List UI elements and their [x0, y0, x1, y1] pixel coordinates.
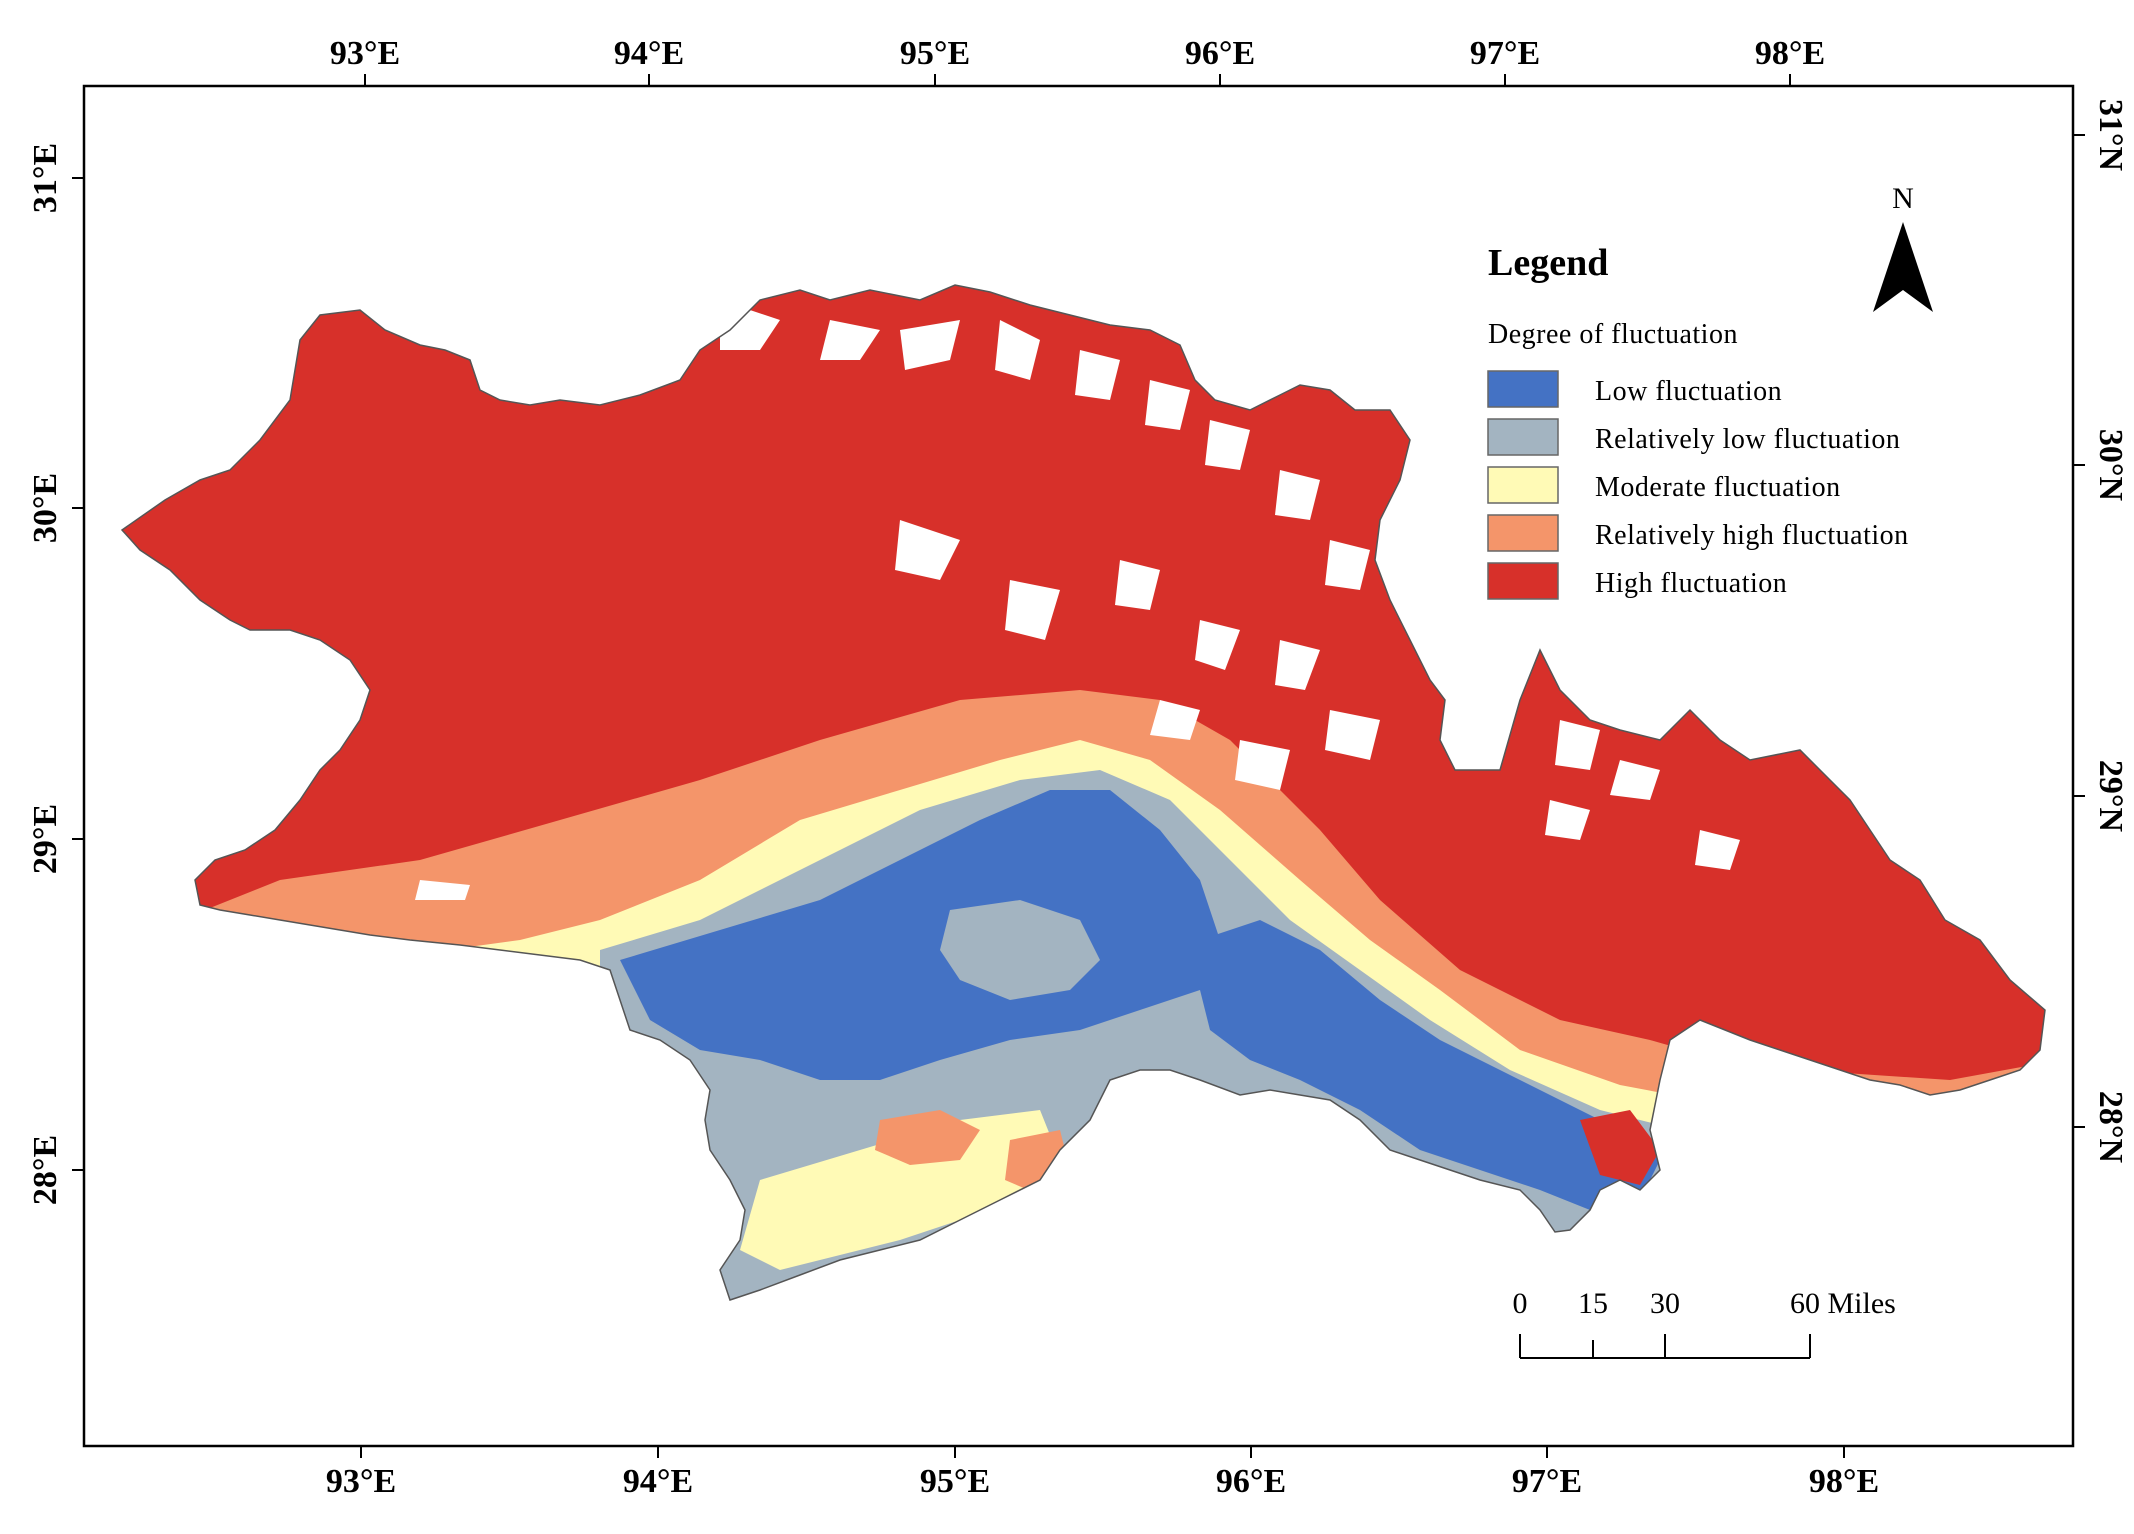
high-fluctuation-zone — [1580, 1110, 1660, 1185]
left-axis: 31°E 30°E 29°E 28°E — [27, 143, 84, 1205]
legend-label-moderate: Moderate fluctuation — [1595, 472, 1841, 503]
right-tick-label: 29°N — [2092, 760, 2129, 833]
legend-label-high: High fluctuation — [1595, 568, 1787, 599]
moderate-fluctuation-zone — [740, 1110, 1060, 1270]
top-tick-label: 97°E — [1470, 35, 1540, 72]
left-tick-label: 28°E — [27, 1135, 64, 1205]
legend-swatch-relatively-high — [1487, 514, 1559, 552]
legend-swatch-moderate — [1487, 466, 1559, 504]
relatively-low-fluctuation-zone — [700, 1080, 900, 1250]
right-axis: 31°N 30°N 29°N 28°N — [2073, 99, 2129, 1164]
bottom-tick-label: 98°E — [1809, 1463, 1879, 1500]
right-tick-label: 30°N — [2092, 429, 2129, 502]
legend-title: Legend — [1488, 242, 1608, 284]
left-tick-label: 31°E — [27, 143, 64, 213]
right-tick-label: 28°N — [2092, 1091, 2129, 1164]
scale-label: 15 — [1578, 1287, 1608, 1320]
bottom-tick-label: 93°E — [326, 1463, 396, 1500]
right-tick-label: 31°N — [2092, 99, 2129, 172]
scale-label: 60 Miles — [1790, 1287, 1896, 1320]
bottom-tick-label: 94°E — [623, 1463, 693, 1500]
north-arrow-icon — [1873, 222, 1933, 312]
fluctuation-region — [122, 285, 2045, 1300]
legend-swatch-low — [1487, 370, 1559, 408]
legend-label-relatively-low: Relatively low fluctuation — [1595, 424, 1900, 455]
north-arrow-label: N — [1892, 182, 1914, 215]
bottom-tick-label: 97°E — [1512, 1463, 1582, 1500]
bottom-tick-label: 95°E — [920, 1463, 990, 1500]
top-tick-label: 95°E — [900, 35, 970, 72]
bottom-tick-label: 96°E — [1216, 1463, 1286, 1500]
legend-swatch-high — [1487, 562, 1559, 600]
legend-label-relatively-high: Relatively high fluctuation — [1595, 520, 1909, 551]
no-data-area — [245, 300, 1740, 900]
relatively-low-fluctuation-zone — [940, 900, 1100, 1000]
relatively-high-fluctuation-zone — [875, 1110, 980, 1165]
low-fluctuation-zone — [1200, 920, 1660, 1210]
low-fluctuation-zone — [620, 790, 1220, 1080]
north-arrow: N — [1873, 182, 1933, 312]
scale-label: 30 — [1650, 1287, 1680, 1320]
legend-label-low: Low fluctuation — [1595, 376, 1782, 407]
legend-subtitle: Degree of fluctuation — [1488, 319, 1738, 350]
scale-label: 0 — [1513, 1287, 1528, 1320]
top-tick-label: 96°E — [1185, 35, 1255, 72]
top-tick-label: 94°E — [614, 35, 684, 72]
legend: Legend Degree of fluctuation Low fluctua… — [1487, 242, 1909, 600]
map-frame — [82, 84, 2075, 1448]
top-axis: 93°E 94°E 95°E 96°E 97°E 98°E — [330, 35, 1825, 86]
left-tick-label: 30°E — [27, 473, 64, 543]
top-tick-label: 93°E — [330, 35, 400, 72]
legend-swatch-relatively-low — [1487, 418, 1559, 456]
left-tick-label: 29°E — [27, 804, 64, 874]
scale-bar: 0 15 30 60 Miles — [1513, 1287, 1896, 1359]
top-tick-label: 98°E — [1755, 35, 1825, 72]
bottom-axis: 93°E 94°E 95°E 96°E 97°E 98°E — [326, 1446, 1879, 1500]
